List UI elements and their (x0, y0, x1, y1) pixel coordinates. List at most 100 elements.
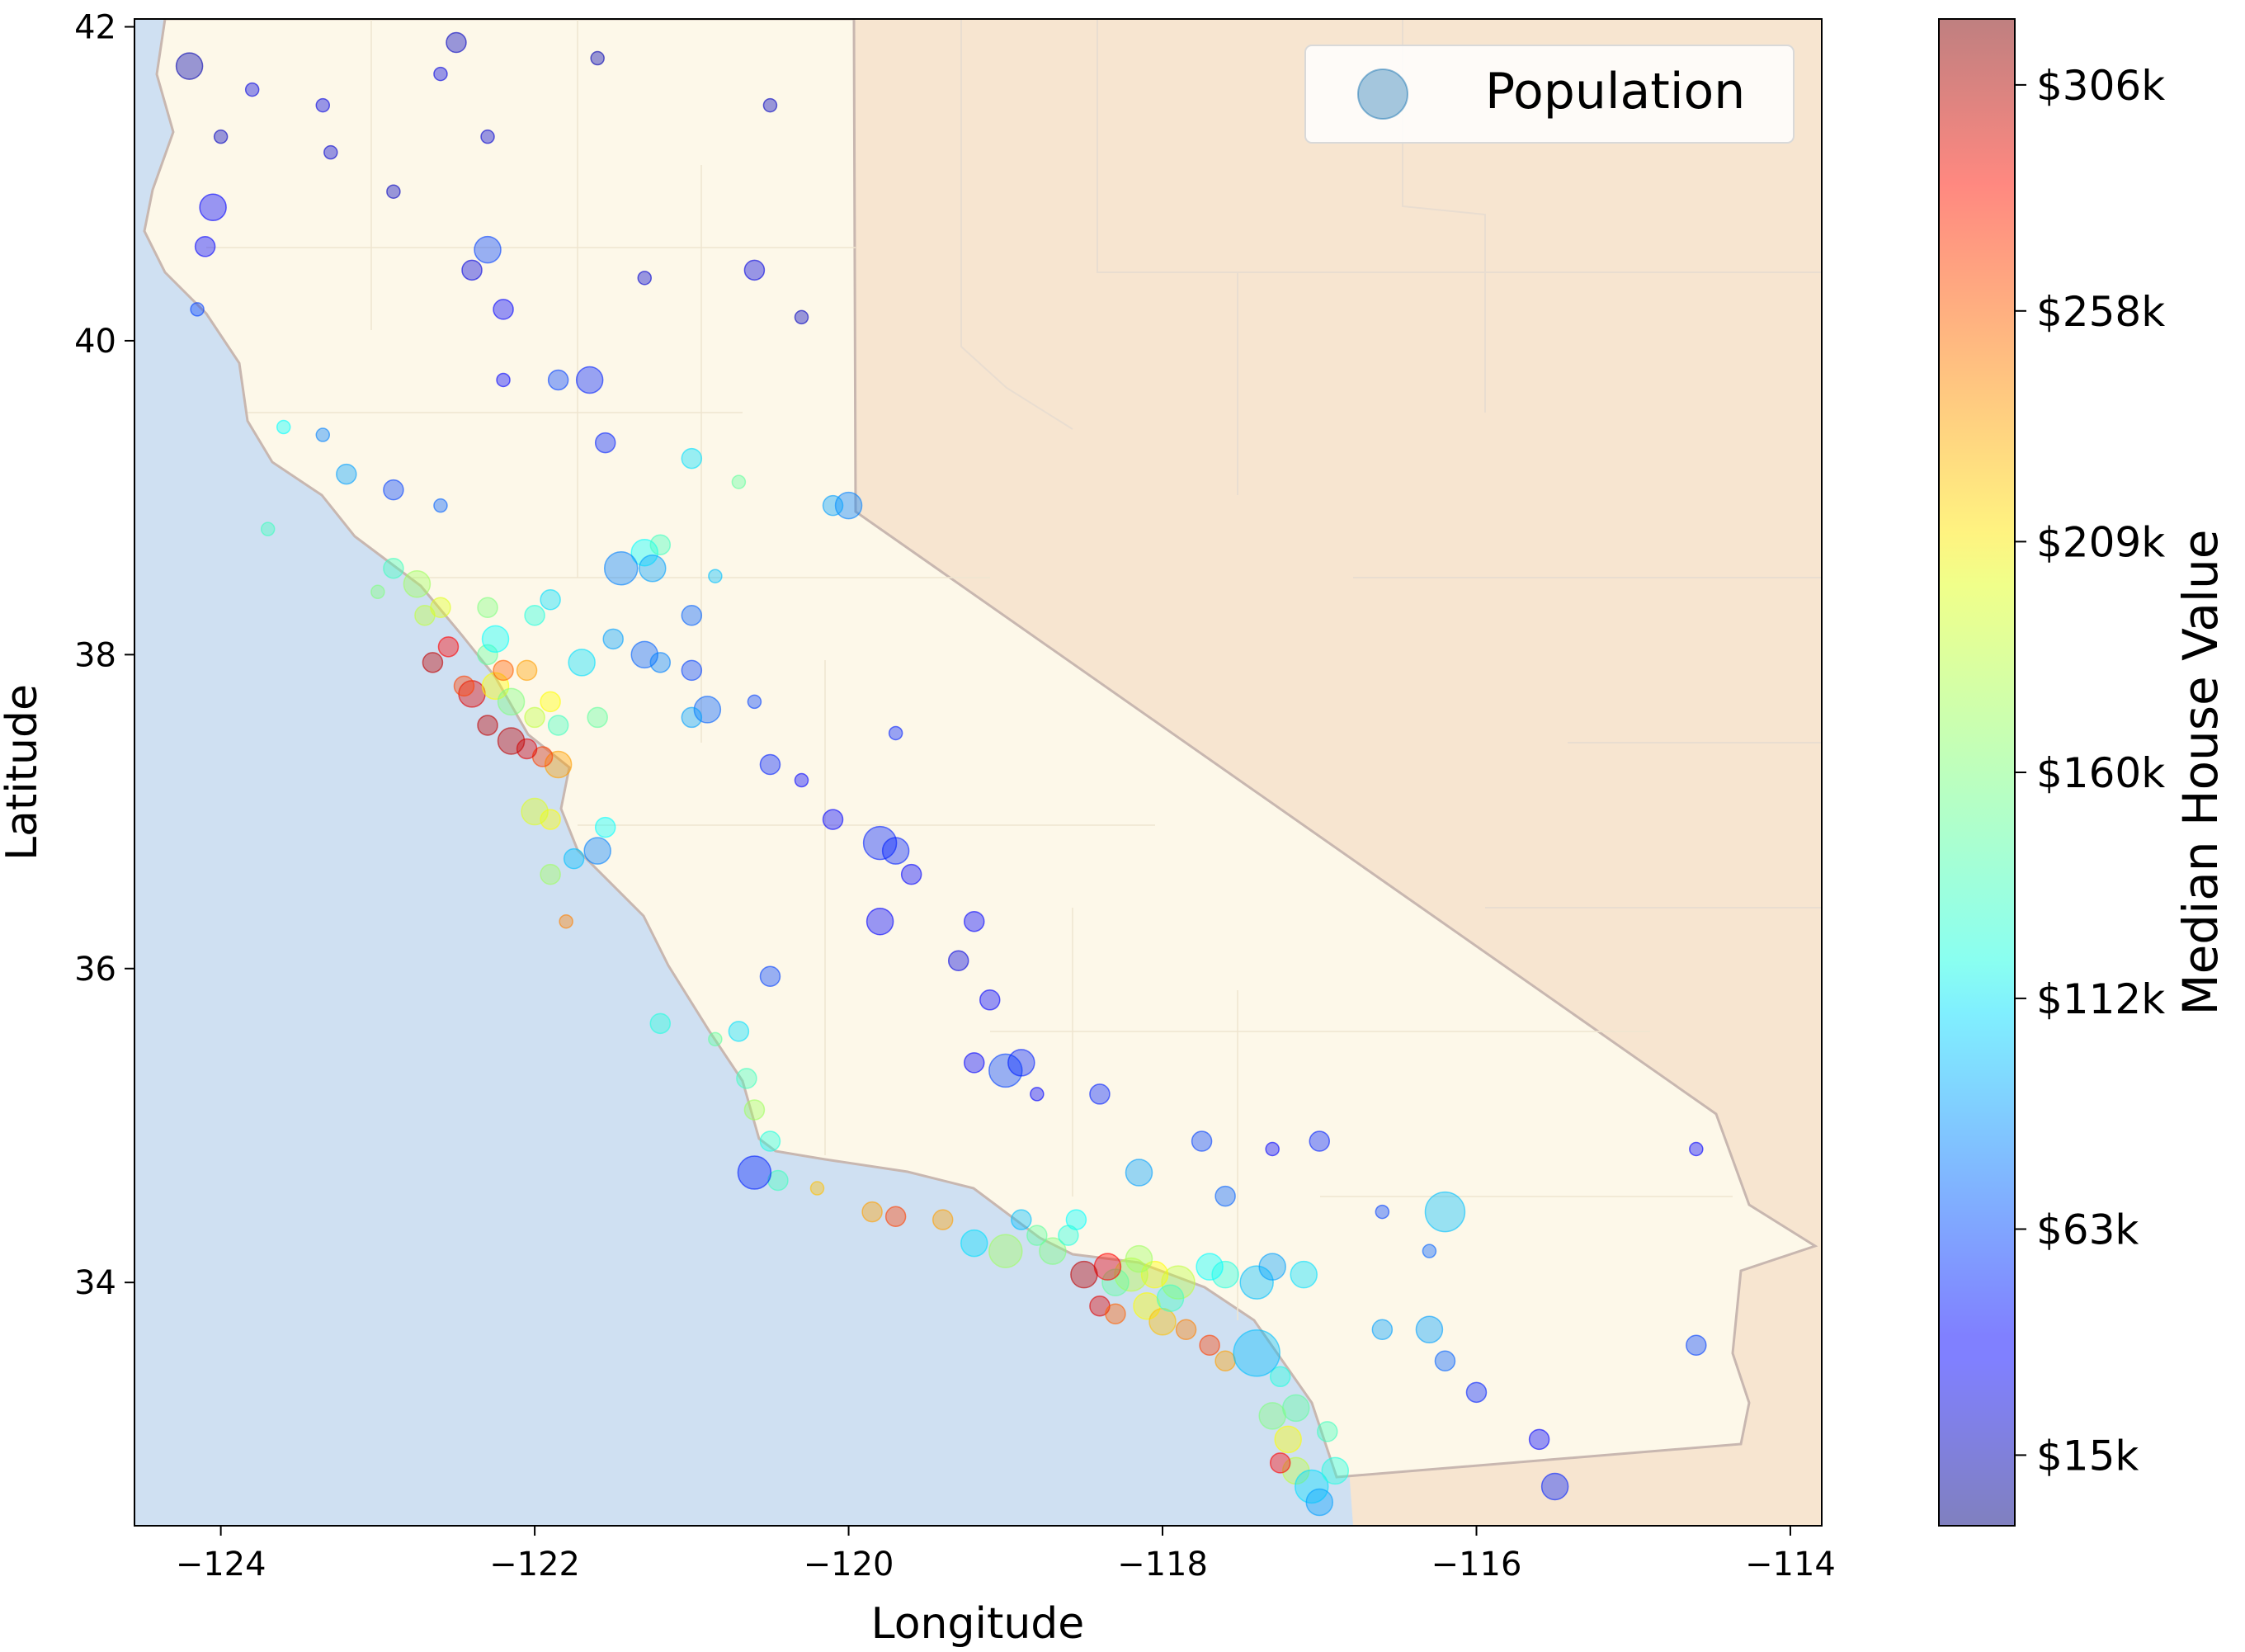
scatter-point (474, 235, 502, 264)
scatter-point (822, 494, 844, 517)
y-tick-label: 36 (74, 951, 116, 989)
scatter-point (1007, 1049, 1035, 1077)
scatter-point (960, 1229, 988, 1258)
scatter-point (403, 570, 432, 598)
scatter-point (1214, 1350, 1236, 1372)
scatter-point (1058, 1225, 1079, 1246)
scatter-point (884, 1206, 907, 1228)
scatter-point (524, 605, 545, 626)
scatter-point (244, 82, 260, 97)
x-tick-label: −122 (489, 1546, 580, 1584)
california-land (143, 19, 1818, 1479)
scatter-point (383, 557, 404, 579)
scatter-point (199, 193, 227, 221)
scatter-point (1105, 1303, 1126, 1324)
scatter-point (433, 498, 448, 513)
scatter-point (477, 597, 498, 619)
scatter-point (963, 910, 985, 932)
scatter-point (900, 863, 922, 885)
scatter-point (559, 913, 573, 929)
scatter-point (1309, 1130, 1331, 1152)
scatter-point (276, 419, 291, 435)
scatter-point (1161, 1265, 1196, 1300)
colorbar-tick-label: $160k (2036, 749, 2165, 797)
scatter-point (540, 691, 561, 713)
colorbar-tick-label: $306k (2036, 62, 2165, 110)
colorbar-tick-label: $258k (2036, 288, 2165, 336)
scatter-point (1424, 1191, 1466, 1233)
scatter-point (477, 644, 498, 666)
colorbar-tick-label: $112k (2036, 975, 2165, 1023)
scatter-point (437, 636, 460, 658)
scatter-point (430, 597, 451, 619)
scatter-point (693, 696, 722, 724)
scatter-points (175, 31, 1707, 1517)
scatter-point (1211, 1260, 1239, 1289)
scatter-point (728, 1021, 750, 1042)
colorbar-tick-label: $63k (2036, 1206, 2139, 1254)
scatter-point (1199, 1334, 1220, 1357)
scatter-point (1265, 1141, 1280, 1157)
scatter-point (480, 129, 495, 144)
scatter-point (383, 479, 404, 501)
scatter-point (1101, 1268, 1130, 1296)
legend-box (1304, 45, 1795, 144)
scatter-point (963, 1052, 985, 1074)
scatter-point (1415, 1315, 1444, 1343)
legend-marker (1357, 68, 1408, 120)
scatter-point (563, 847, 585, 870)
scatter-point (1258, 1402, 1286, 1430)
scatter-point (594, 432, 616, 454)
x-tick-label: −118 (1117, 1546, 1208, 1584)
scatter-point (708, 569, 723, 583)
scatter-point (1093, 1253, 1122, 1281)
scatter-point (630, 640, 659, 669)
scatter-point (587, 706, 608, 729)
scatter-point (1686, 1334, 1707, 1357)
scatter-point (497, 727, 526, 755)
scatter-point (1258, 1253, 1286, 1281)
colorbar-tick-label: $15k (2036, 1432, 2139, 1480)
scatter-point (370, 584, 385, 600)
scatter-point (822, 809, 844, 830)
scatter-point (1290, 1260, 1318, 1289)
scatter-point (481, 625, 510, 654)
scatter-point (315, 97, 331, 113)
scatter-point (1175, 1319, 1197, 1340)
scatter-point (583, 837, 611, 865)
scatter-point (1070, 1260, 1098, 1289)
scatter-point (516, 659, 538, 682)
y-axis-label: Latitude (0, 684, 47, 861)
scatter-point (1114, 1257, 1148, 1292)
colorbar-ticks: $15k $63k $112k $160k $209k $258k $306k (2015, 62, 2165, 1480)
scatter-point (737, 1155, 772, 1190)
scatter-point (190, 302, 205, 317)
scatter-point (988, 1234, 1023, 1268)
scatter-point (862, 825, 898, 861)
scatter-point (1294, 1469, 1329, 1504)
x-tick-label: −116 (1431, 1546, 1522, 1584)
scatter-point (422, 652, 444, 673)
scatter-point (1422, 1244, 1437, 1258)
plot-frame (134, 18, 1823, 1527)
colorbar: $15k $63k $112k $160k $209k $258k $306k Median… (1938, 18, 2228, 1527)
scatter-point (603, 550, 639, 586)
scatter-point (1465, 1381, 1488, 1404)
plot-area (134, 19, 1822, 1526)
scatter-point (630, 538, 659, 567)
scatter-point (1191, 1130, 1213, 1152)
scatter-point (544, 750, 573, 779)
scatter-point (639, 554, 667, 583)
y-tick-label: 34 (74, 1264, 116, 1302)
x-axis: −124 −122 −120 −118 −116 −114 (176, 1526, 1836, 1584)
scatter-point (861, 1201, 883, 1223)
scatter-point (649, 534, 672, 555)
colorbar-label: Median House Value (2172, 530, 2228, 1016)
scatter-point (575, 366, 604, 394)
y-tick-label: 42 (74, 9, 116, 47)
scatter-point (493, 659, 514, 682)
scatter-point (681, 659, 703, 682)
scatter-point (767, 1169, 789, 1192)
scatter-point (731, 474, 747, 489)
